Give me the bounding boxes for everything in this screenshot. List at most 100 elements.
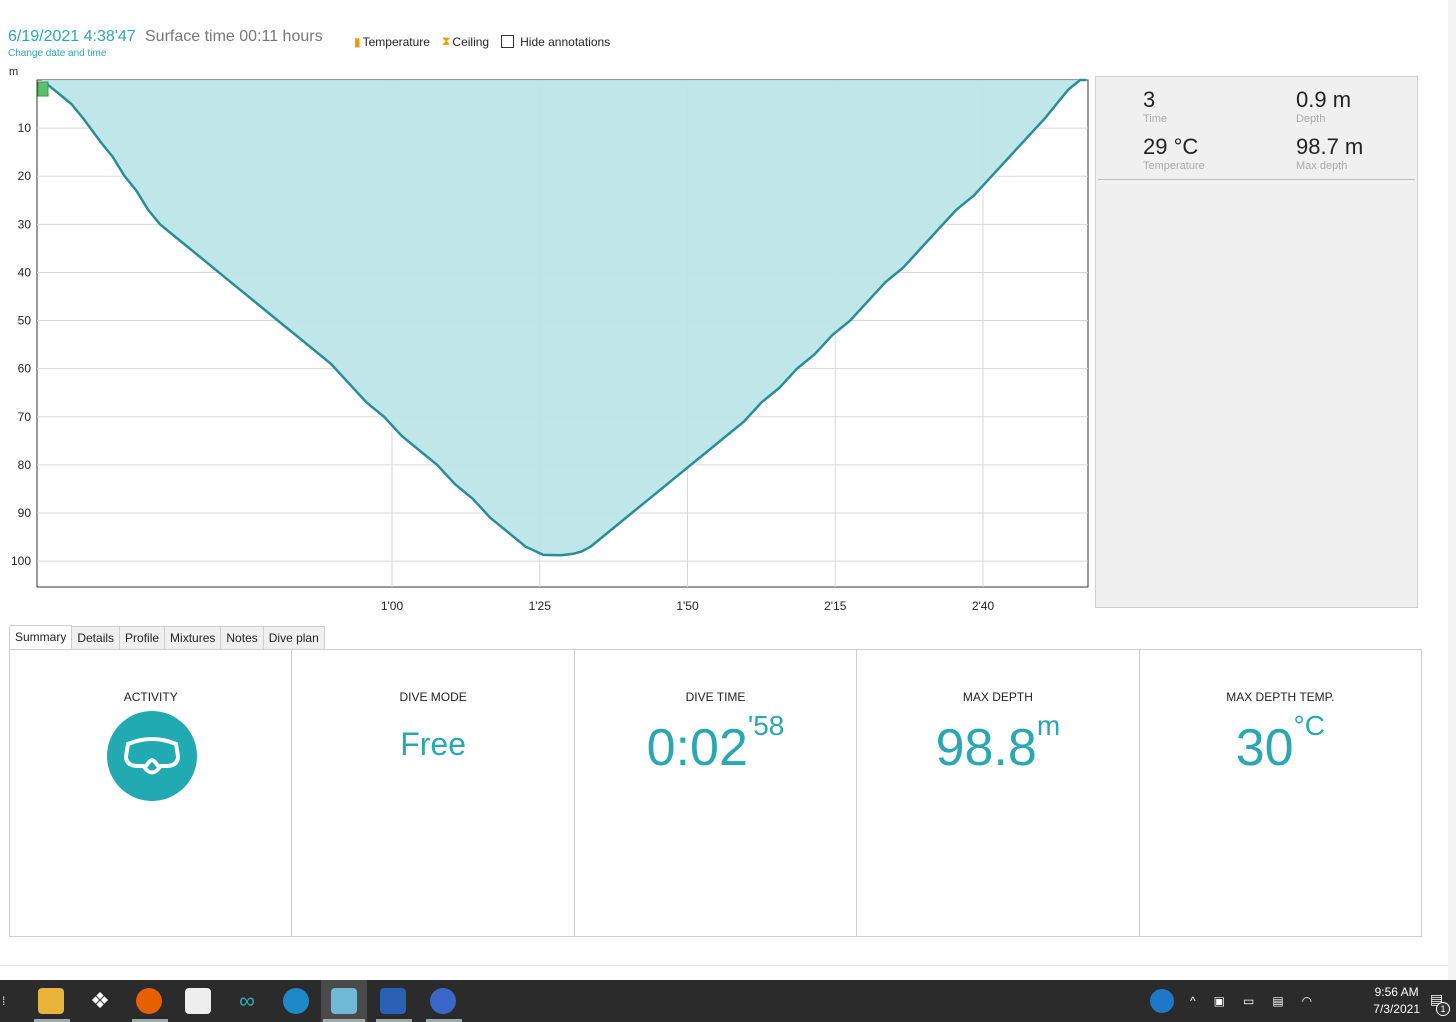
tab-notes[interactable]: Notes <box>220 626 264 650</box>
chart-legend: ▮ Temperature ⧗ Ceiling Hide annotations <box>354 34 622 49</box>
y-tick-label: 10 <box>18 121 32 135</box>
y-tick-label: 70 <box>18 410 32 424</box>
word-icon[interactable] <box>380 988 406 1014</box>
card-dive-time: DIVE TIME 0:02'58 <box>575 650 858 936</box>
stat-depth-label: Depth <box>1296 113 1326 125</box>
card-max-depth: MAX DEPTH 98.8m <box>857 650 1140 936</box>
stat-max-depth-label: Max depth <box>1296 160 1348 172</box>
running-indicator <box>323 1019 365 1022</box>
edge-icon[interactable] <box>283 988 309 1014</box>
y-tick-label: 40 <box>18 265 32 279</box>
power-icon[interactable]: ▤ <box>1272 994 1284 1008</box>
help-icon[interactable] <box>1150 989 1174 1013</box>
max-temp-value: 30 <box>1235 719 1294 777</box>
battery-icon[interactable]: ▭ <box>1242 994 1255 1008</box>
dive-mode-title: DIVE MODE <box>399 690 467 704</box>
stat-max-depth-value: 98.7 m <box>1296 134 1364 159</box>
dive-time-value: 0:02 <box>646 719 748 777</box>
hourglass-icon: ⧗ <box>441 34 451 48</box>
tab-summary[interactable]: Summary <box>9 625 73 649</box>
dive-mode-value: Free <box>400 726 466 762</box>
tab-dive-plan[interactable]: Dive plan <box>262 626 325 650</box>
system-clock[interactable]: 9:56 AM 7/3/2021 <box>1373 984 1420 1018</box>
notification-count-badge: 1 <box>1436 1002 1450 1016</box>
stat-temperature-label: Temperature <box>1143 160 1205 172</box>
checkbox-box[interactable] <box>501 35 515 48</box>
card-dive-mode: DIVE MODE Free <box>292 650 575 936</box>
running-indicator <box>34 1019 70 1022</box>
file-explorer-icon[interactable] <box>38 988 64 1014</box>
tab-profile[interactable]: Profile <box>119 626 166 650</box>
depth-unit-label: m <box>9 66 19 78</box>
task-view-icon[interactable]: ⁞ <box>2 994 6 1008</box>
dive-date: 6/19/2021 4:38'47 <box>8 28 136 45</box>
dive-profile-chart[interactable]: 10 20 30 40 50 60 70 80 90 100 1'00 1'25 1'50 2'15 2'… <box>0 70 1094 615</box>
y-axis-labels: 10 20 30 40 50 60 70 80 90 100 <box>11 121 31 568</box>
stats-divider <box>1098 179 1415 180</box>
x-tick-label: 2'15 <box>824 599 847 613</box>
stat-time-label: Time <box>1143 113 1168 125</box>
y-tick-label: 30 <box>18 217 32 231</box>
stat-max-depth: 98.7 m Max depth <box>1296 134 1363 172</box>
arduino-icon[interactable]: ∞ <box>239 988 255 1013</box>
max-depth-display: 98.8m <box>857 710 1138 778</box>
firefox-icon[interactable] <box>136 988 162 1014</box>
hide-annotations-label: Hide annotations <box>520 34 611 49</box>
window-bottom-border <box>0 965 1450 966</box>
chart-area-layer <box>37 78 1086 557</box>
max-depth-title: MAX DEPTH <box>962 690 1033 704</box>
stat-temperature: 29 °C Temperature <box>1143 134 1205 172</box>
running-indicator <box>132 1019 168 1022</box>
stat-temperature-value: 29 °C <box>1143 134 1199 159</box>
card-activity: ACTIVITY <box>10 650 293 936</box>
vertical-scrollbar[interactable] <box>1448 0 1456 980</box>
stat-depth-value: 0.9 m <box>1296 87 1352 112</box>
change-date-link[interactable]: Change date and time <box>8 48 107 59</box>
hide-annotations-checkbox[interactable]: Hide annotations <box>501 35 610 49</box>
legend-ceiling[interactable]: ⧗ Ceiling <box>442 34 489 49</box>
max-temp-display: 30°C <box>1140 710 1421 778</box>
dive-time-seconds: '58 <box>747 710 785 741</box>
running-indicator <box>376 1019 412 1022</box>
y-tick-label: 80 <box>18 458 32 472</box>
tab-bar: Summary Details Profile Mixtures Notes D… <box>9 625 325 650</box>
store-icon[interactable] <box>185 988 211 1014</box>
x-axis-labels: 1'00 1'25 1'50 2'15 2'40 <box>381 599 995 613</box>
running-indicator <box>426 1019 462 1022</box>
dive-mask-icon <box>107 711 197 801</box>
legend-temperature-label: Temperature <box>362 34 430 49</box>
meet-icon[interactable]: ▣ <box>1213 994 1225 1008</box>
dive-start-marker <box>37 81 49 97</box>
wifi-icon[interactable]: ◠ <box>1301 994 1313 1008</box>
depth-profile-line <box>41 78 1086 557</box>
max-depth-unit: m <box>1036 710 1061 741</box>
card-max-depth-temp: MAX DEPTH TEMP. 30°C <box>1140 650 1421 936</box>
thermometer-icon: ▮ <box>354 34 361 49</box>
y-tick-label: 60 <box>18 362 32 376</box>
dive-time-title: DIVE TIME <box>685 690 746 704</box>
x-tick-label: 1'50 <box>676 599 699 613</box>
clock-date: 7/3/2021 <box>1373 1002 1420 1016</box>
y-tick-label: 50 <box>18 314 32 328</box>
max-temp-title: MAX DEPTH TEMP. <box>1226 690 1335 704</box>
y-tick-label: 90 <box>18 506 32 520</box>
depth-area-fill <box>42 80 1086 556</box>
clock-time: 9:56 AM <box>1374 985 1419 999</box>
surface-time: Surface time 00:11 hours <box>145 28 323 45</box>
system-tray: ^ ▣ ▭ ▤ ◠ <box>1150 980 1312 1022</box>
tab-details[interactable]: Details <box>71 626 121 650</box>
sync-app-icon[interactable] <box>430 988 456 1014</box>
max-depth-value: 98.8 <box>935 719 1037 777</box>
tab-mixtures[interactable]: Mixtures <box>164 626 222 650</box>
stat-time: 3 Time <box>1143 87 1167 125</box>
dropbox-icon[interactable]: ❖ <box>90 988 110 1013</box>
x-tick-label: 1'00 <box>381 599 404 613</box>
x-tick-label: 1'25 <box>529 599 552 613</box>
legend-ceiling-label: Ceiling <box>452 34 490 49</box>
legend-temperature[interactable]: ▮ Temperature <box>354 35 430 49</box>
dive-app-icon[interactable] <box>331 988 357 1014</box>
chevron-up-icon[interactable]: ^ <box>1190 994 1196 1008</box>
stat-time-value: 3 <box>1143 87 1156 112</box>
x-tick-label: 2'40 <box>972 599 995 613</box>
max-temp-unit: °C <box>1293 710 1325 741</box>
